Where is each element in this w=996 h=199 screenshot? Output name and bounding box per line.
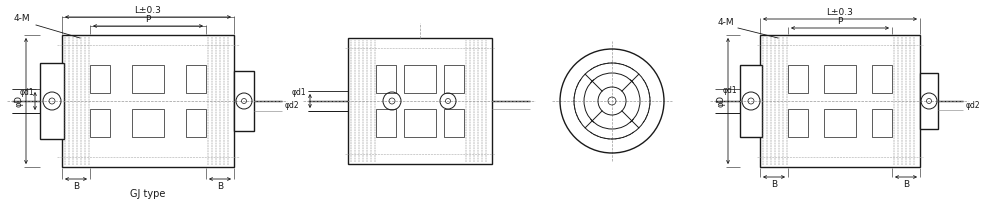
Text: GJ type: GJ type (130, 189, 165, 199)
Text: φD: φD (717, 95, 726, 107)
Bar (90, 109, 110, 137)
Bar (348, 38, 492, 164)
Bar (404, 65, 436, 93)
Text: B: B (217, 182, 223, 191)
Text: P: P (145, 15, 150, 24)
Text: φd1: φd1 (722, 86, 737, 95)
Text: 4-M: 4-M (718, 18, 735, 27)
Bar (872, 109, 892, 137)
Bar (376, 109, 396, 137)
Bar (234, 71, 254, 131)
Bar (824, 109, 856, 137)
Bar (376, 65, 396, 93)
Bar (760, 35, 920, 167)
Bar (444, 109, 464, 137)
Bar (824, 65, 856, 93)
Bar (920, 73, 938, 129)
Bar (186, 65, 206, 93)
Bar (132, 65, 164, 93)
Bar (788, 65, 808, 93)
Bar (404, 109, 436, 137)
Text: 4-M: 4-M (14, 14, 31, 23)
Bar (872, 65, 892, 93)
Text: L±0.3: L±0.3 (134, 6, 161, 15)
Text: φd1: φd1 (19, 88, 34, 97)
Text: φD: φD (15, 95, 24, 107)
Text: B: B (771, 180, 777, 189)
Bar (186, 109, 206, 137)
Text: φd2: φd2 (966, 101, 981, 110)
Text: φd1: φd1 (292, 88, 306, 97)
Bar (40, 63, 64, 139)
Bar (90, 65, 110, 93)
Bar (132, 109, 164, 137)
Bar (740, 65, 762, 137)
Text: B: B (73, 182, 79, 191)
Text: φd2: φd2 (285, 101, 300, 110)
Bar (788, 109, 808, 137)
Text: B: B (903, 180, 909, 189)
Text: L±0.3: L±0.3 (827, 8, 854, 17)
Bar (444, 65, 464, 93)
Bar (62, 35, 234, 167)
Text: P: P (838, 17, 843, 26)
